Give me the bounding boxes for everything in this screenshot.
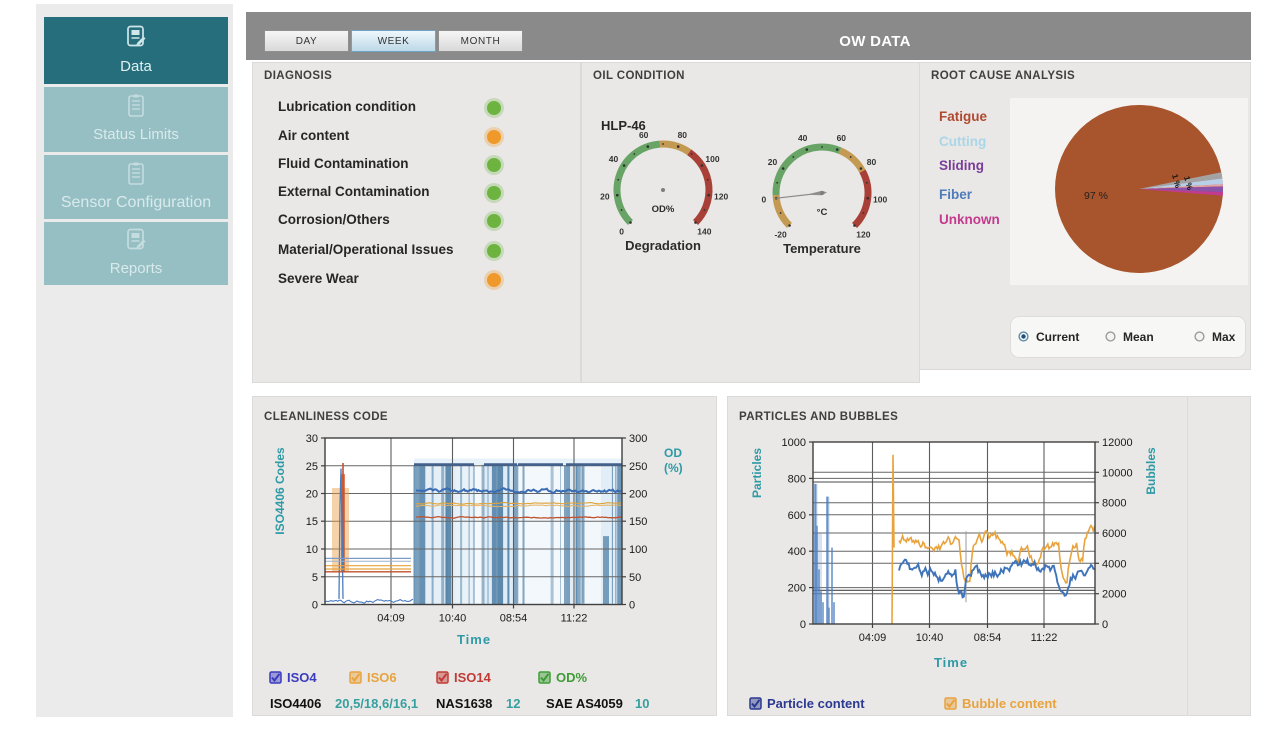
svg-text:2000: 2000 [1102,589,1126,601]
svg-text:Temperature: Temperature [783,241,861,256]
svg-text:04:09: 04:09 [377,613,405,625]
svg-text:20: 20 [306,489,318,501]
svg-text:6000: 6000 [1102,528,1126,540]
svg-text:40: 40 [798,133,808,143]
svg-text:10: 10 [306,544,318,556]
svg-text:Time: Time [934,655,968,670]
svg-text:10000: 10000 [1102,467,1133,479]
svg-text:200: 200 [629,489,647,501]
svg-text:11:22: 11:22 [561,613,588,625]
svg-text:30: 30 [306,433,318,445]
svg-text:600: 600 [788,510,806,522]
svg-text:100: 100 [629,544,647,556]
svg-text:4000: 4000 [1102,558,1126,570]
svg-text:800: 800 [788,473,806,485]
svg-text:Bubbles: Bubbles [1144,447,1158,495]
svg-text:0: 0 [619,226,624,236]
svg-text:15: 15 [306,516,318,528]
svg-text:60: 60 [639,130,649,140]
svg-text:1 %: 1 % [1182,175,1194,191]
svg-text:04:09: 04:09 [859,632,887,644]
svg-text:300: 300 [629,433,647,445]
svg-text:200: 200 [788,583,806,595]
svg-text:Particles: Particles [750,448,764,498]
svg-text:50: 50 [629,572,641,584]
svg-text:ISO4406 Codes: ISO4406 Codes [273,447,287,535]
svg-text:OD: OD [664,446,682,460]
svg-text:0: 0 [762,195,767,205]
svg-text:0: 0 [1102,619,1108,631]
svg-text:1 %: 1 % [1170,173,1182,189]
svg-text:08:54: 08:54 [500,613,528,625]
svg-text:Time: Time [457,632,491,647]
svg-text:-20: -20 [774,229,787,239]
svg-text:97 %: 97 % [1084,190,1108,202]
svg-text:80: 80 [678,130,688,140]
svg-text:12000: 12000 [1102,437,1133,449]
svg-text:11:22: 11:22 [1031,632,1058,644]
svg-text:40: 40 [609,154,619,164]
svg-text:1000: 1000 [782,437,806,449]
svg-text:(%): (%) [664,461,683,475]
svg-text:150: 150 [629,516,647,528]
svg-text:Degradation: Degradation [625,238,701,253]
svg-text:0: 0 [312,600,318,612]
svg-text:80: 80 [867,157,877,167]
svg-text:10:40: 10:40 [916,632,944,644]
svg-text:20: 20 [600,192,610,202]
svg-text:120: 120 [856,229,870,239]
svg-text:8000: 8000 [1102,498,1126,510]
svg-text:20: 20 [768,157,778,167]
svg-text:100: 100 [705,154,719,164]
svg-text:OD%: OD% [652,204,675,215]
svg-text:25: 25 [306,461,318,473]
svg-text:10:40: 10:40 [439,613,467,625]
svg-text:400: 400 [788,546,806,558]
svg-text:08:54: 08:54 [974,632,1002,644]
svg-text:250: 250 [629,461,647,473]
svg-text:100: 100 [873,195,887,205]
svg-text:140: 140 [697,226,711,236]
svg-text:60: 60 [837,133,847,143]
svg-text:0: 0 [800,619,806,631]
svg-text:0: 0 [629,600,635,612]
svg-text:°C: °C [817,207,828,218]
svg-text:120: 120 [714,192,728,202]
svg-text:5: 5 [312,572,318,584]
